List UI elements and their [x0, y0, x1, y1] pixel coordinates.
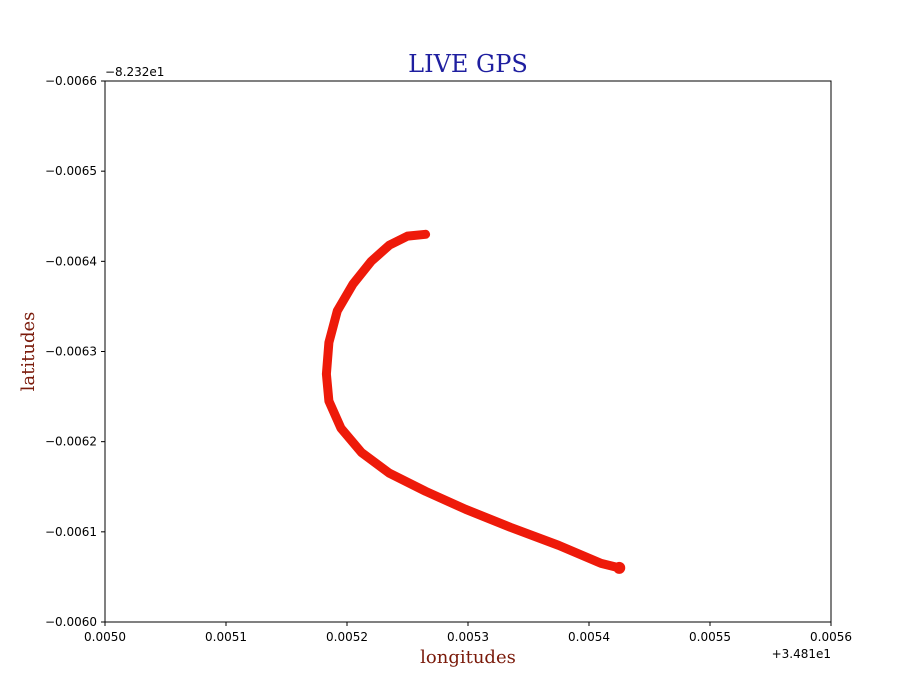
y-tick-label: −0.0064 — [45, 254, 97, 268]
y-tick-label: −0.0061 — [45, 525, 97, 539]
y-tick-label: −0.0062 — [45, 435, 97, 449]
gps-track-line — [321, 229, 624, 573]
x-tick-label: 0.0053 — [447, 630, 489, 644]
x-tick-label: 0.0051 — [205, 630, 247, 644]
x-tick-label: 0.0056 — [810, 630, 852, 644]
axis-ticks: 0.0050 0.0051 0.0052 0.0053 0.0054 0.0055 0.00… — [45, 74, 852, 644]
x-tick-label: 0.0052 — [326, 630, 368, 644]
x-axis-label: longitudes — [420, 647, 516, 668]
y-axis-label: latitudes — [18, 312, 39, 392]
plot-area — [104, 80, 832, 623]
x-tick-label: 0.0055 — [689, 630, 731, 644]
x-tick-label: 0.0050 — [84, 630, 126, 644]
y-tick-label: −0.0063 — [45, 345, 97, 359]
y-tick-label: −0.0060 — [45, 615, 97, 629]
x-offset-label: +3.481e1 — [772, 647, 831, 661]
x-tick-label: 0.0054 — [568, 630, 610, 644]
y-offset-label: −8.232e1 — [105, 65, 164, 79]
gps-track-end-point — [613, 561, 626, 574]
chart-title: LIVE GPS — [408, 50, 528, 78]
y-tick-label: −0.0066 — [45, 74, 97, 88]
y-tick-label: −0.0065 — [45, 164, 97, 178]
